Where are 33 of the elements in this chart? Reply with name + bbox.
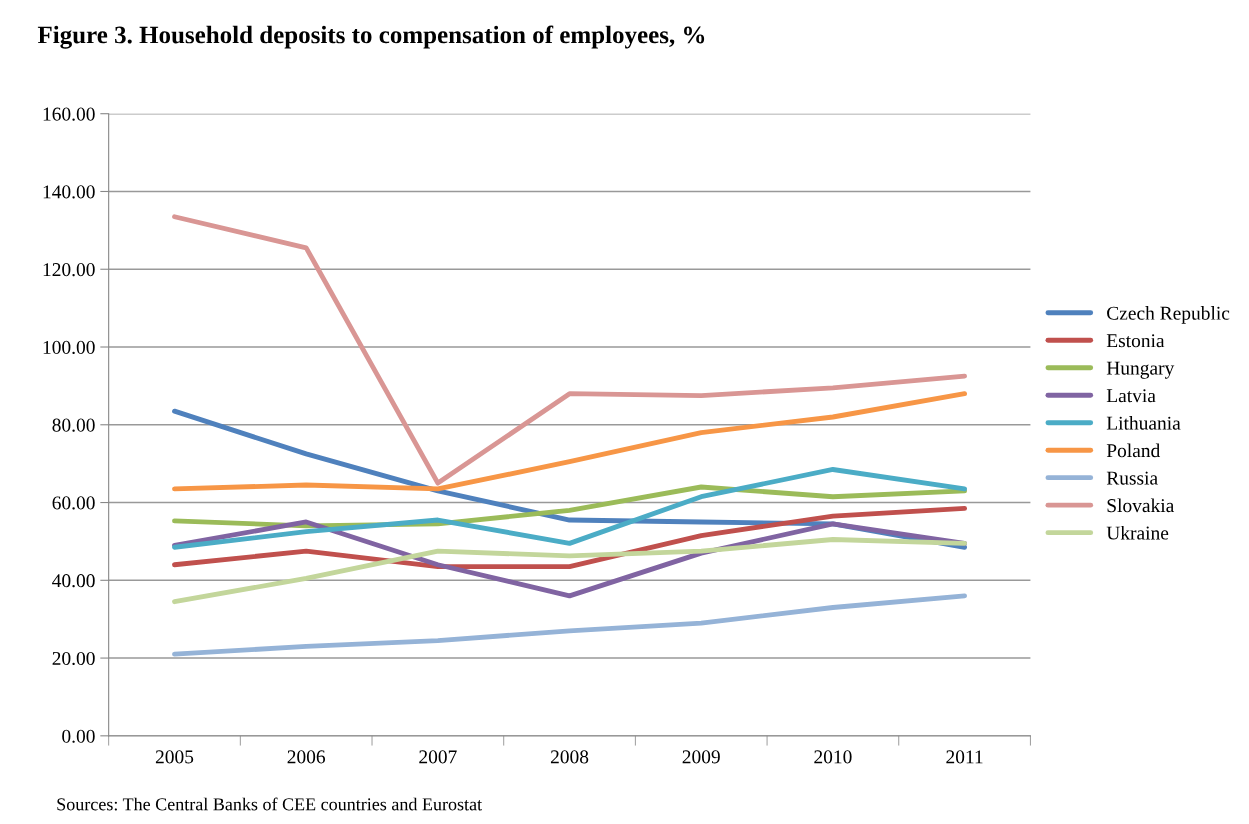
legend-label: Poland [1106, 443, 1161, 458]
legend-label: Russia [1106, 471, 1158, 485]
legend-label: Latvia [1106, 389, 1156, 403]
line-series [172, 537, 968, 605]
x-tick-label: 2008 [550, 750, 589, 764]
y-tick-label: 0.00 [62, 729, 95, 743]
line-series [172, 593, 968, 657]
y-tick-label: 160.00 [43, 107, 95, 121]
y-tick-label: 140.00 [43, 185, 95, 199]
line-series [172, 391, 968, 492]
y-tick-label: 100.00 [43, 340, 95, 355]
legend-label: Ukraine [1106, 525, 1169, 540]
x-tick-label: 2010 [814, 750, 852, 764]
y-tick-label: 120.00 [43, 263, 95, 277]
legend-label: Hungary [1106, 361, 1175, 379]
x-tick-label: 2007 [419, 750, 457, 764]
legend-label: Lithuania [1106, 416, 1181, 430]
x-tick-label: 2011 [946, 750, 983, 764]
legend-label: Estonia [1106, 334, 1165, 348]
y-tick-label: 60.00 [52, 496, 95, 510]
x-tick-label: 2009 [682, 750, 720, 764]
chart-title: Figure 3. Household deposits to compensation of employees, % [37, 25, 705, 49]
y-tick-label: 80.00 [52, 418, 95, 432]
y-tick-label: 40.00 [52, 574, 95, 588]
line-series [172, 505, 968, 570]
line-series [172, 214, 968, 486]
source-note: Sources: The Central Banks of CEE countries and Eurostat [57, 797, 482, 811]
legend-label: Czech Republic [1107, 306, 1230, 324]
line-series [172, 467, 968, 550]
x-tick-label: 2005 [155, 750, 194, 764]
x-tick-label: 2006 [287, 750, 326, 764]
legend-label: Slovakia [1107, 498, 1175, 513]
y-tick-label: 20.00 [52, 651, 95, 666]
